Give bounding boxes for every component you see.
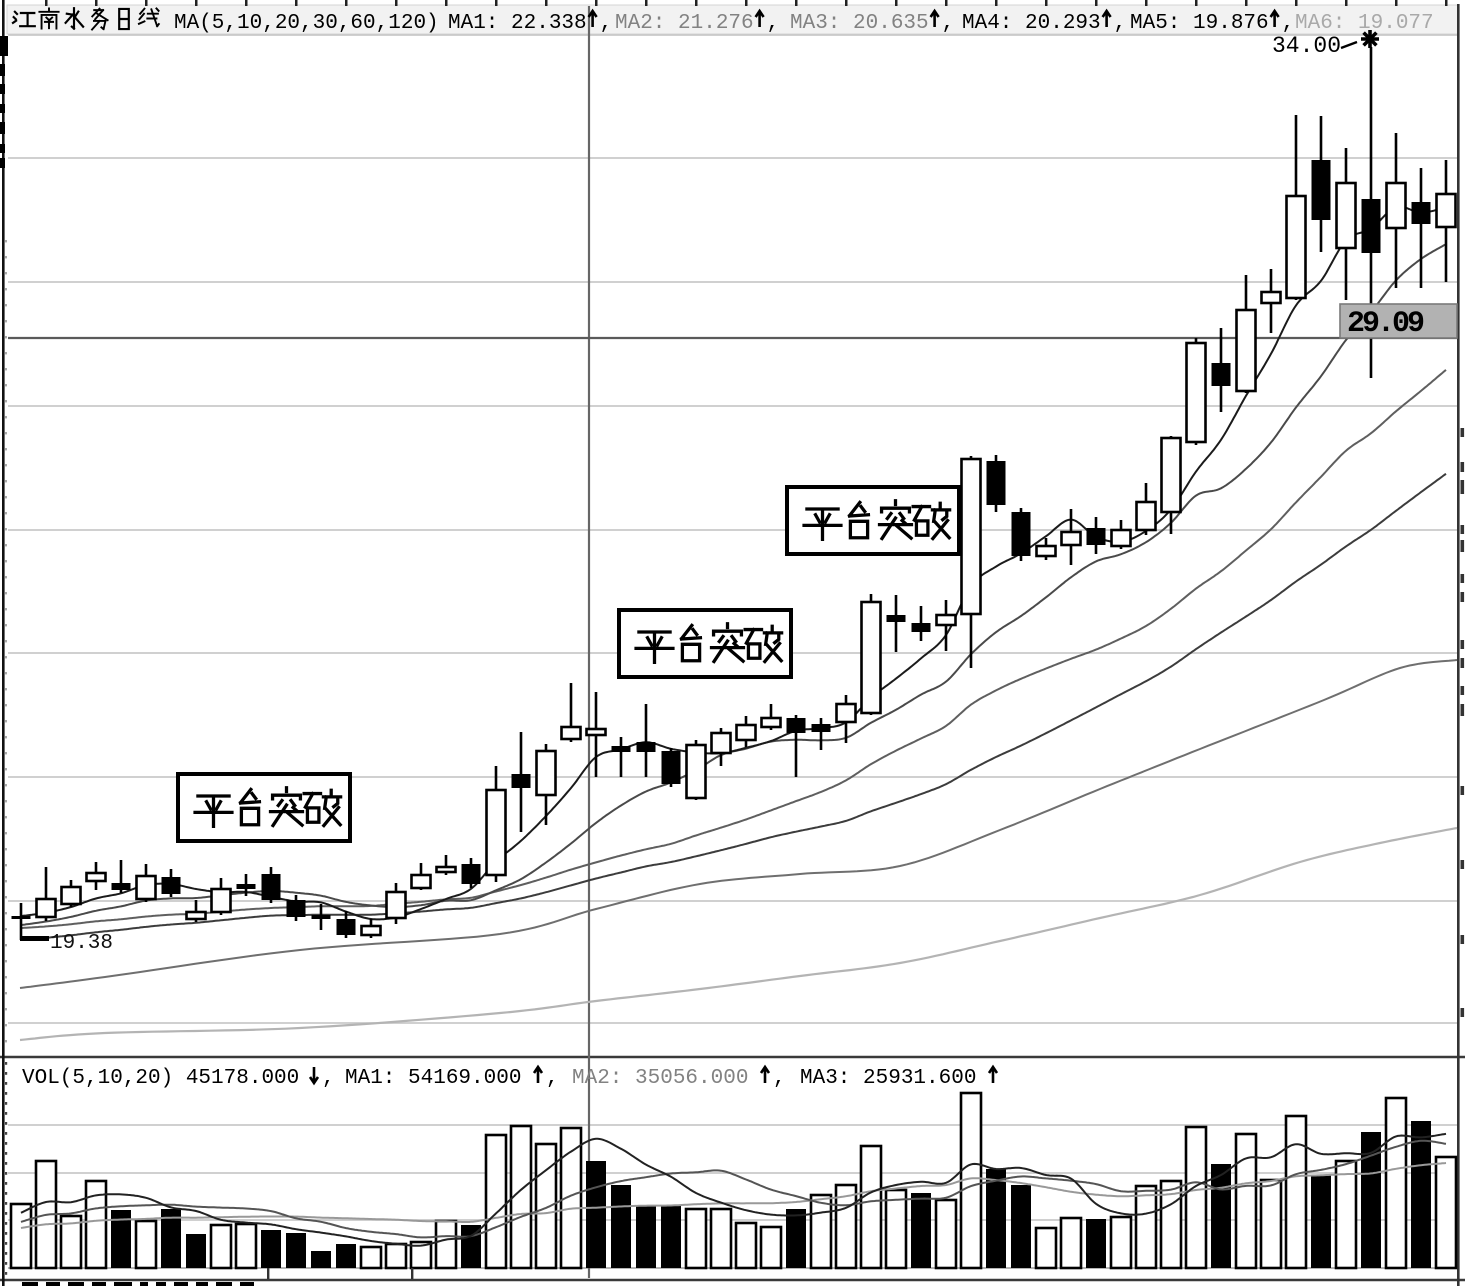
svg-text:MA2: 21.276: MA2: 21.276 xyxy=(615,12,754,35)
svg-text:MA5: 19.876: MA5: 19.876 xyxy=(1130,12,1269,35)
svg-text:,: , xyxy=(600,12,613,35)
svg-text:,: , xyxy=(942,12,955,35)
svg-text:,: , xyxy=(1114,12,1127,35)
svg-text:29.09: 29.09 xyxy=(1347,307,1424,341)
svg-text:MA1: 54169.000: MA1: 54169.000 xyxy=(345,1067,521,1090)
svg-text:,: , xyxy=(1282,12,1295,35)
svg-text:MA3: 25931.600: MA3: 25931.600 xyxy=(800,1067,976,1090)
svg-text:MA1: 22.338: MA1: 22.338 xyxy=(448,12,587,35)
svg-text:19.38: 19.38 xyxy=(50,932,113,955)
svg-text:MA3: 20.635: MA3: 20.635 xyxy=(790,12,929,35)
svg-text:,: , xyxy=(773,1067,786,1090)
svg-text:,: , xyxy=(546,1067,559,1090)
svg-text:MA(5,10,20,30,60,120): MA(5,10,20,30,60,120) xyxy=(174,12,439,35)
svg-text:VOL(5,10,20) 45178.000: VOL(5,10,20) 45178.000 xyxy=(22,1067,299,1090)
svg-text:34.00: 34.00 xyxy=(1272,33,1341,59)
svg-text:,: , xyxy=(767,12,780,35)
svg-text:MA2: 35056.000: MA2: 35056.000 xyxy=(572,1067,748,1090)
svg-text:,: , xyxy=(322,1067,335,1090)
svg-text:MA4: 20.293: MA4: 20.293 xyxy=(962,12,1101,35)
svg-text:MA6: 19.077: MA6: 19.077 xyxy=(1295,12,1434,35)
